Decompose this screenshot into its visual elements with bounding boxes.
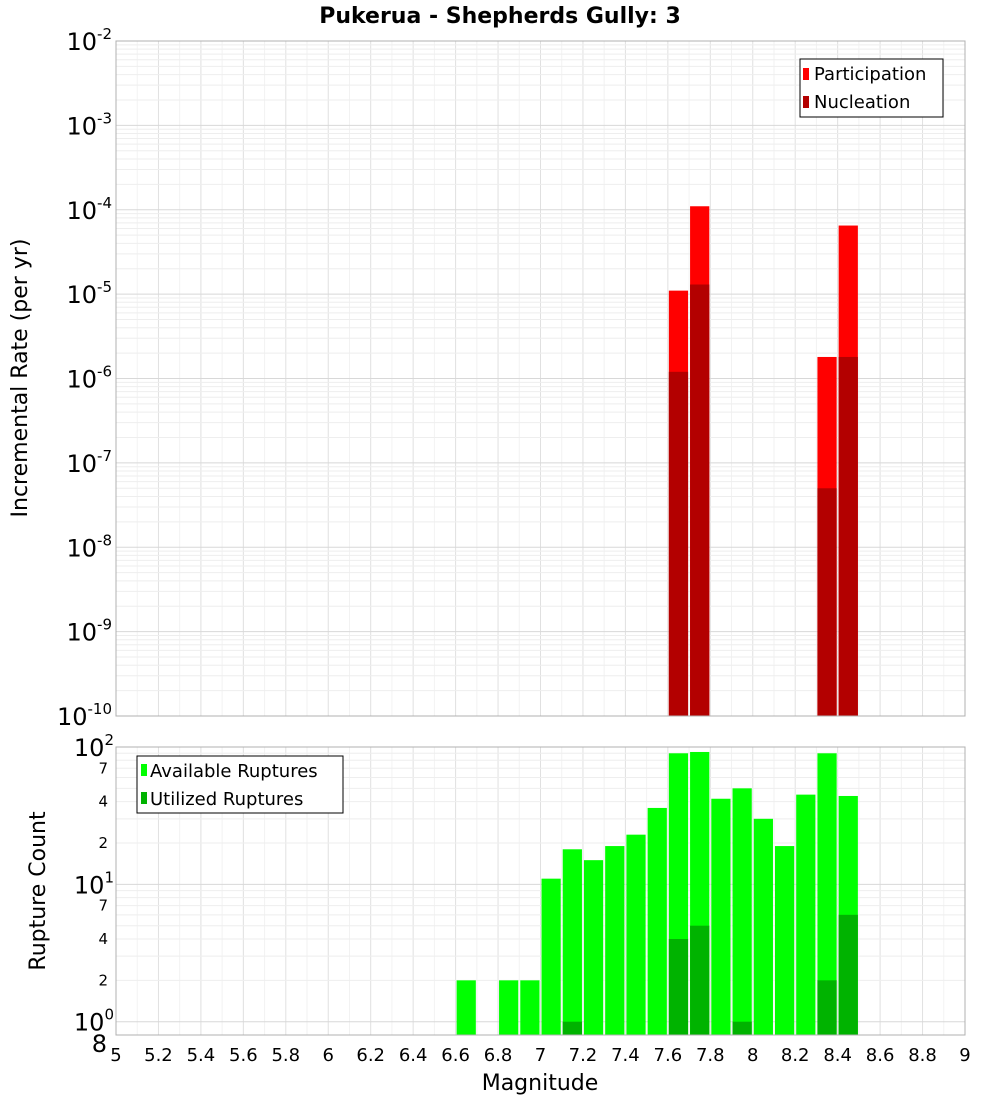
y-tick-label: 10-7	[66, 447, 112, 478]
bottom-plot-legend[interactable]: Available Ruptures Utilized Ruptures	[136, 755, 344, 814]
x-tick-label: 6.8	[484, 1045, 513, 1066]
legend-label-utilized-ruptures: Utilized Ruptures	[150, 789, 303, 810]
bar-available-ruptures	[817, 753, 837, 1035]
chart-title: Pukerua - Shepherds Gully: 3	[319, 4, 681, 29]
bar-nucleation	[817, 488, 837, 716]
y-tick-label: 10-2	[66, 25, 112, 56]
top-plot-gridlines	[115, 41, 966, 717]
y-tick-label: 2	[98, 971, 108, 989]
bar-utilized-ruptures	[668, 939, 689, 1035]
bar-available-ruptures	[499, 980, 519, 1035]
x-tick-label: 7.8	[696, 1045, 725, 1066]
bar-nucleation	[690, 284, 710, 716]
x-tick-label: 5.8	[271, 1045, 300, 1066]
bar-available-ruptures	[796, 794, 816, 1035]
y-tick-label: 10-8	[66, 531, 112, 562]
y-tick-label: 10-9	[66, 616, 112, 647]
legend-swatch-available-ruptures	[141, 764, 147, 776]
x-tick-label: 7.2	[569, 1045, 598, 1066]
x-tick-label: 6.4	[399, 1045, 428, 1066]
y-tick-label: 4	[98, 793, 108, 811]
bar-utilized-ruptures	[817, 980, 837, 1035]
y-tick-label: 10-10	[57, 700, 112, 731]
bar-available-ruptures	[732, 788, 752, 1035]
legend-swatch-utilized-ruptures	[141, 792, 147, 804]
y-tick-label: 2	[98, 834, 108, 852]
bar-available-ruptures	[605, 846, 625, 1035]
top-plot-frame	[115, 40, 966, 717]
x-tick-label: 5.6	[229, 1045, 258, 1066]
y-tick-label: 10-6	[66, 363, 112, 394]
y-tick-label: 7	[98, 897, 108, 915]
x-axis-ticks: 5 5.2 5.4 5.6 5.8 6 6.2 6.4 6.6 6.8 7 7.2 7.4 7.6 7.8 8…	[110, 1045, 970, 1066]
bar-utilized-ruptures	[562, 1021, 582, 1035]
bar-available-ruptures	[711, 798, 731, 1035]
x-tick-label: 7.4	[611, 1045, 640, 1066]
top-plot-y-ticks: 10-10 10-9 10-8 10-7 10-6 10-5 10-4 10-3 10-2	[57, 25, 112, 731]
y-tick-label: 7	[98, 759, 108, 777]
bar-available-ruptures	[541, 878, 561, 1035]
x-tick-label: 9	[959, 1045, 970, 1066]
bottom-plot-frame	[115, 746, 966, 1036]
legend-label-nucleation: Nucleation	[814, 92, 910, 113]
x-tick-label: 6.2	[356, 1045, 385, 1066]
legend-swatch-participation	[803, 68, 809, 80]
bottom-plot-y-axis-title: Rupture Count	[26, 811, 51, 971]
bar-available-ruptures	[774, 846, 795, 1035]
top-plot-y-axis-title: Incremental Rate (per yr)	[8, 239, 33, 518]
legend-label-participation: Participation	[814, 64, 926, 85]
x-tick-label: 8	[747, 1045, 758, 1066]
x-axis-title: Magnitude	[482, 1071, 599, 1096]
bar-utilized-ruptures	[838, 914, 858, 1035]
x-tick-label: 6	[323, 1045, 334, 1066]
x-tick-label: 8.2	[781, 1045, 810, 1066]
bar-available-ruptures	[456, 980, 476, 1035]
y-tick-label: 102	[74, 731, 114, 762]
bottom-plot-bars	[456, 751, 858, 1035]
x-tick-label: 8.8	[908, 1045, 937, 1066]
x-tick-label: 8.4	[823, 1045, 852, 1066]
bar-available-ruptures	[562, 849, 582, 1035]
x-tick-label: 5.4	[187, 1045, 216, 1066]
bar-available-ruptures	[647, 807, 667, 1035]
bar-nucleation	[668, 371, 689, 716]
y-tick-label: 8	[92, 1030, 107, 1058]
bar-nucleation	[838, 356, 858, 716]
y-tick-label: 10-4	[66, 194, 112, 225]
bar-available-ruptures	[626, 834, 646, 1035]
y-tick-label: 4	[98, 930, 108, 948]
bar-utilized-ruptures	[732, 1021, 752, 1035]
legend-swatch-nucleation	[803, 96, 809, 108]
y-tick-label: 100	[74, 1006, 114, 1037]
x-tick-label: 5	[110, 1045, 121, 1066]
x-tick-label: 6.6	[441, 1045, 470, 1066]
bar-available-ruptures	[583, 860, 604, 1035]
y-tick-label: 10-3	[66, 109, 112, 140]
top-plot-bars	[668, 206, 858, 716]
y-tick-label: 10-5	[66, 278, 112, 309]
legend-label-available-ruptures: Available Ruptures	[150, 761, 318, 782]
x-tick-label: 5.2	[144, 1045, 173, 1066]
bar-utilized-ruptures	[690, 925, 710, 1035]
bar-available-ruptures	[753, 818, 773, 1035]
x-tick-label: 8.6	[866, 1045, 895, 1066]
bar-available-ruptures	[520, 980, 540, 1035]
top-plot-legend[interactable]: Participation Nucleation	[799, 58, 944, 118]
x-tick-label: 7.6	[654, 1045, 683, 1066]
y-tick-label: 101	[74, 868, 114, 899]
x-tick-label: 7	[535, 1045, 546, 1066]
